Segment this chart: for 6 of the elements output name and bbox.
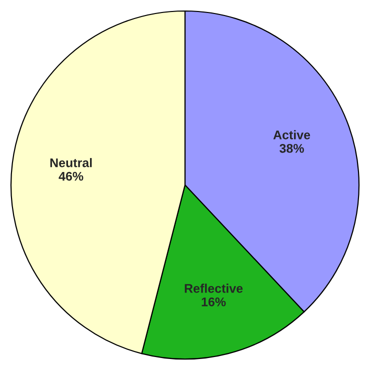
slice-label: Active [273, 130, 310, 140]
data-label: 46% [58, 172, 84, 181]
slice-label: Reflective [184, 284, 243, 293]
data-label: 38% [280, 144, 304, 153]
slice-label: Neutral [50, 158, 92, 168]
data-label: 16% [202, 297, 226, 306]
